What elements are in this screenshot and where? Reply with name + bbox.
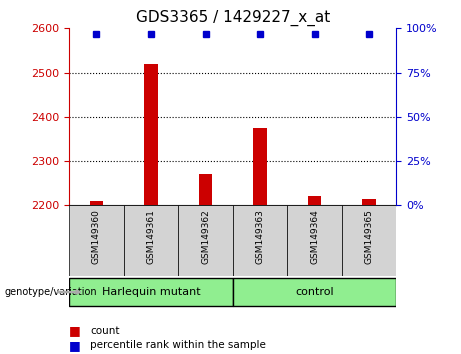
Title: GDS3365 / 1429227_x_at: GDS3365 / 1429227_x_at: [136, 9, 330, 25]
Bar: [69, 278, 233, 306]
Text: count: count: [90, 326, 119, 336]
Bar: [124, 205, 178, 276]
Bar: [144, 64, 158, 205]
Text: ■: ■: [69, 325, 81, 337]
Text: control: control: [296, 287, 334, 297]
Text: GSM149364: GSM149364: [310, 209, 319, 264]
Bar: [199, 174, 213, 205]
Bar: [233, 205, 287, 276]
Text: percentile rank within the sample: percentile rank within the sample: [90, 340, 266, 350]
Bar: [287, 205, 342, 276]
Bar: [89, 201, 103, 205]
Text: GSM149365: GSM149365: [365, 209, 374, 264]
Text: GSM149362: GSM149362: [201, 209, 210, 264]
Bar: [233, 278, 396, 306]
Text: genotype/variation: genotype/variation: [5, 287, 97, 297]
Bar: [69, 205, 124, 276]
Text: Harlequin mutant: Harlequin mutant: [102, 287, 200, 297]
Text: GSM149363: GSM149363: [255, 209, 265, 264]
Bar: [342, 205, 396, 276]
Text: GSM149361: GSM149361: [147, 209, 155, 264]
Bar: [178, 205, 233, 276]
Bar: [362, 199, 376, 205]
Text: GSM149360: GSM149360: [92, 209, 101, 264]
Bar: [253, 128, 267, 205]
Bar: [308, 196, 321, 205]
Text: ■: ■: [69, 339, 81, 352]
